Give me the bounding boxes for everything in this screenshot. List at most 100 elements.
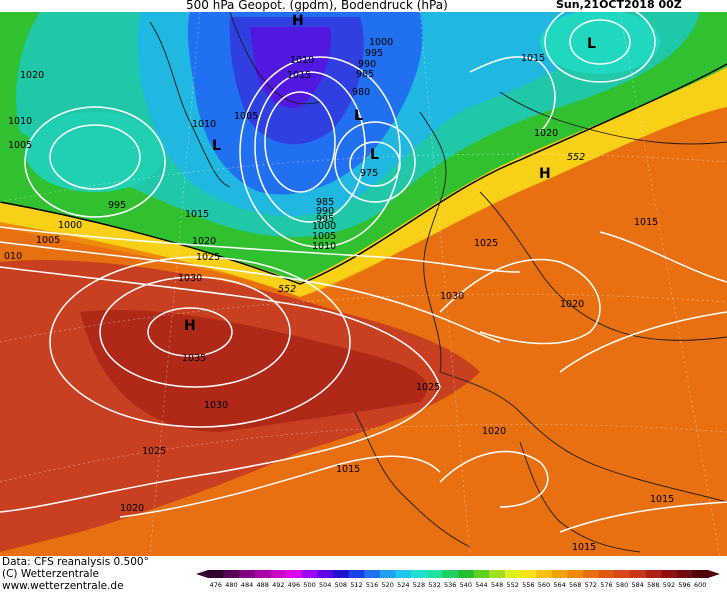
isobar-label: 990 <box>358 59 376 70</box>
scale-tick-label: 528 <box>413 581 425 589</box>
scale-tick-label: 476 <box>210 581 222 589</box>
header-bar: 500 hPa Geopot. (gpdm), Bodendruck (hPa)… <box>0 0 727 14</box>
isobar-label: 1020 <box>192 236 216 247</box>
scale-tick-label: 596 <box>678 581 690 589</box>
scale-cell <box>286 570 303 578</box>
isobar-label: 995 <box>316 214 334 225</box>
isobar-label: 1030 <box>440 291 464 302</box>
scale-tick-label: 532 <box>428 581 440 589</box>
scale-tick-label: 516 <box>366 581 378 589</box>
scale-tick-label: 572 <box>585 581 597 589</box>
isobar-label: 1025 <box>142 446 166 457</box>
geopotential-band-556 <box>0 62 727 297</box>
isobar-label: 1020 <box>120 503 144 514</box>
scale-tick-label: 520 <box>381 581 393 589</box>
isobar-label: 1005 <box>36 235 60 246</box>
website-text: www.wetterzentrale.de <box>2 580 124 592</box>
scale-cell <box>614 570 631 578</box>
scale-cell <box>504 570 521 578</box>
scale-cell <box>458 570 474 578</box>
scale-cell <box>348 570 365 578</box>
isobar-label: 985 <box>356 69 374 80</box>
scale-tick-label: 508 <box>335 581 347 589</box>
scale-cell <box>629 570 646 578</box>
low-center-greenland: L <box>212 138 221 154</box>
scale-tick-label: 580 <box>616 581 628 589</box>
scale-cell <box>489 570 506 578</box>
geopotential-blob-west <box>25 112 165 192</box>
scale-cell <box>254 570 271 578</box>
scale-tick-label: 480 <box>225 581 237 589</box>
high-center-scandinavia: H <box>539 166 551 182</box>
scale-tick-label: 484 <box>241 581 253 589</box>
scale-tick-label: 552 <box>506 581 518 589</box>
isobar-label: 1005 <box>234 111 258 122</box>
scale-cell <box>520 570 537 578</box>
map-title: 500 hPa Geopot. (gpdm), Bodendruck (hPa) <box>186 0 448 12</box>
isobar-label: 1020 <box>560 299 584 310</box>
scale-tick-label: 492 <box>272 581 284 589</box>
scale-cell <box>223 570 240 578</box>
isobar-label: 1025 <box>474 238 498 249</box>
scale-tick-label: 592 <box>663 581 675 589</box>
geopotential-labels: 552 552 <box>278 152 585 295</box>
scale-cell <box>536 570 553 578</box>
valid-datetime: Sun,21OCT2018 00Z <box>556 0 682 11</box>
scale-cell <box>676 570 693 578</box>
scale-tick-label: 504 <box>319 581 331 589</box>
scale-cell <box>583 570 599 578</box>
scale-cell <box>239 570 256 578</box>
isobar-label: 1015 <box>287 70 311 81</box>
scale-cell <box>317 570 334 578</box>
scale-tick-label: 576 <box>600 581 612 589</box>
low-center-north: L <box>587 36 596 52</box>
scale-tick-label: 568 <box>569 581 581 589</box>
isobar-label: 980 <box>352 87 370 98</box>
isobar-label: 1010 <box>290 55 314 66</box>
scale-tick-label: 488 <box>256 581 268 589</box>
scale-cell <box>692 570 709 578</box>
isobar-label: 1010 <box>8 116 32 127</box>
weather-map: H L L L L H H 1020 1010 1005 995 1000 10… <box>0 12 727 556</box>
scale-arrow-left <box>196 570 208 578</box>
isobar-label: 990 <box>316 206 334 217</box>
isobar-label: 985 <box>316 197 334 208</box>
scale-tick-label: 564 <box>553 581 565 589</box>
scale-arrow-right <box>708 570 720 578</box>
scale-cell <box>333 570 349 578</box>
scale-cell <box>473 570 490 578</box>
isobar-label: 975 <box>360 168 378 179</box>
color-scale: 476 480 484 488 492 496 500 504 508 512 516 520 524 5… <box>196 570 720 589</box>
isobar-label: 010 <box>4 251 22 262</box>
scale-cell <box>411 570 428 578</box>
isobar-label: 1020 <box>534 128 558 139</box>
scale-cell <box>551 570 568 578</box>
scale-cell <box>645 570 662 578</box>
isobar-label: 1015 <box>521 53 545 64</box>
isobar-label: 1010 <box>312 241 336 252</box>
high-center-azores: H <box>184 318 196 334</box>
scale-tick-label: 588 <box>647 581 659 589</box>
geopotential-blob-ne <box>540 12 660 74</box>
pressure-centers: H L L L L H H <box>184 13 596 334</box>
isobar-labels: 1020 1010 1005 995 1000 1005 010 1010 10… <box>4 37 674 553</box>
scale-tick-label: 500 <box>303 581 315 589</box>
isobar-label: 1025 <box>196 252 220 263</box>
scale-tick-label: 540 <box>460 581 472 589</box>
isobar-label: 1000 <box>58 220 82 231</box>
scale-cell <box>208 570 224 578</box>
isobar-label: 1005 <box>312 231 336 242</box>
scale-cell <box>395 570 412 578</box>
scale-cell <box>442 570 459 578</box>
scale-cell <box>270 570 287 578</box>
isobar-label: 1015 <box>572 542 596 553</box>
scale-tick-label: 548 <box>491 581 503 589</box>
isobar-label: 1015 <box>336 464 360 475</box>
scale-tick-label: 496 <box>288 581 300 589</box>
isobar-label: 1020 <box>482 426 506 437</box>
isobars <box>0 12 727 533</box>
scale-cell <box>364 570 381 578</box>
scale-tick-label: 584 <box>631 581 643 589</box>
contour-552 <box>0 63 727 285</box>
footer-info: Data: CFS reanalysis 0.500° (C) Wetterze… <box>2 556 149 592</box>
